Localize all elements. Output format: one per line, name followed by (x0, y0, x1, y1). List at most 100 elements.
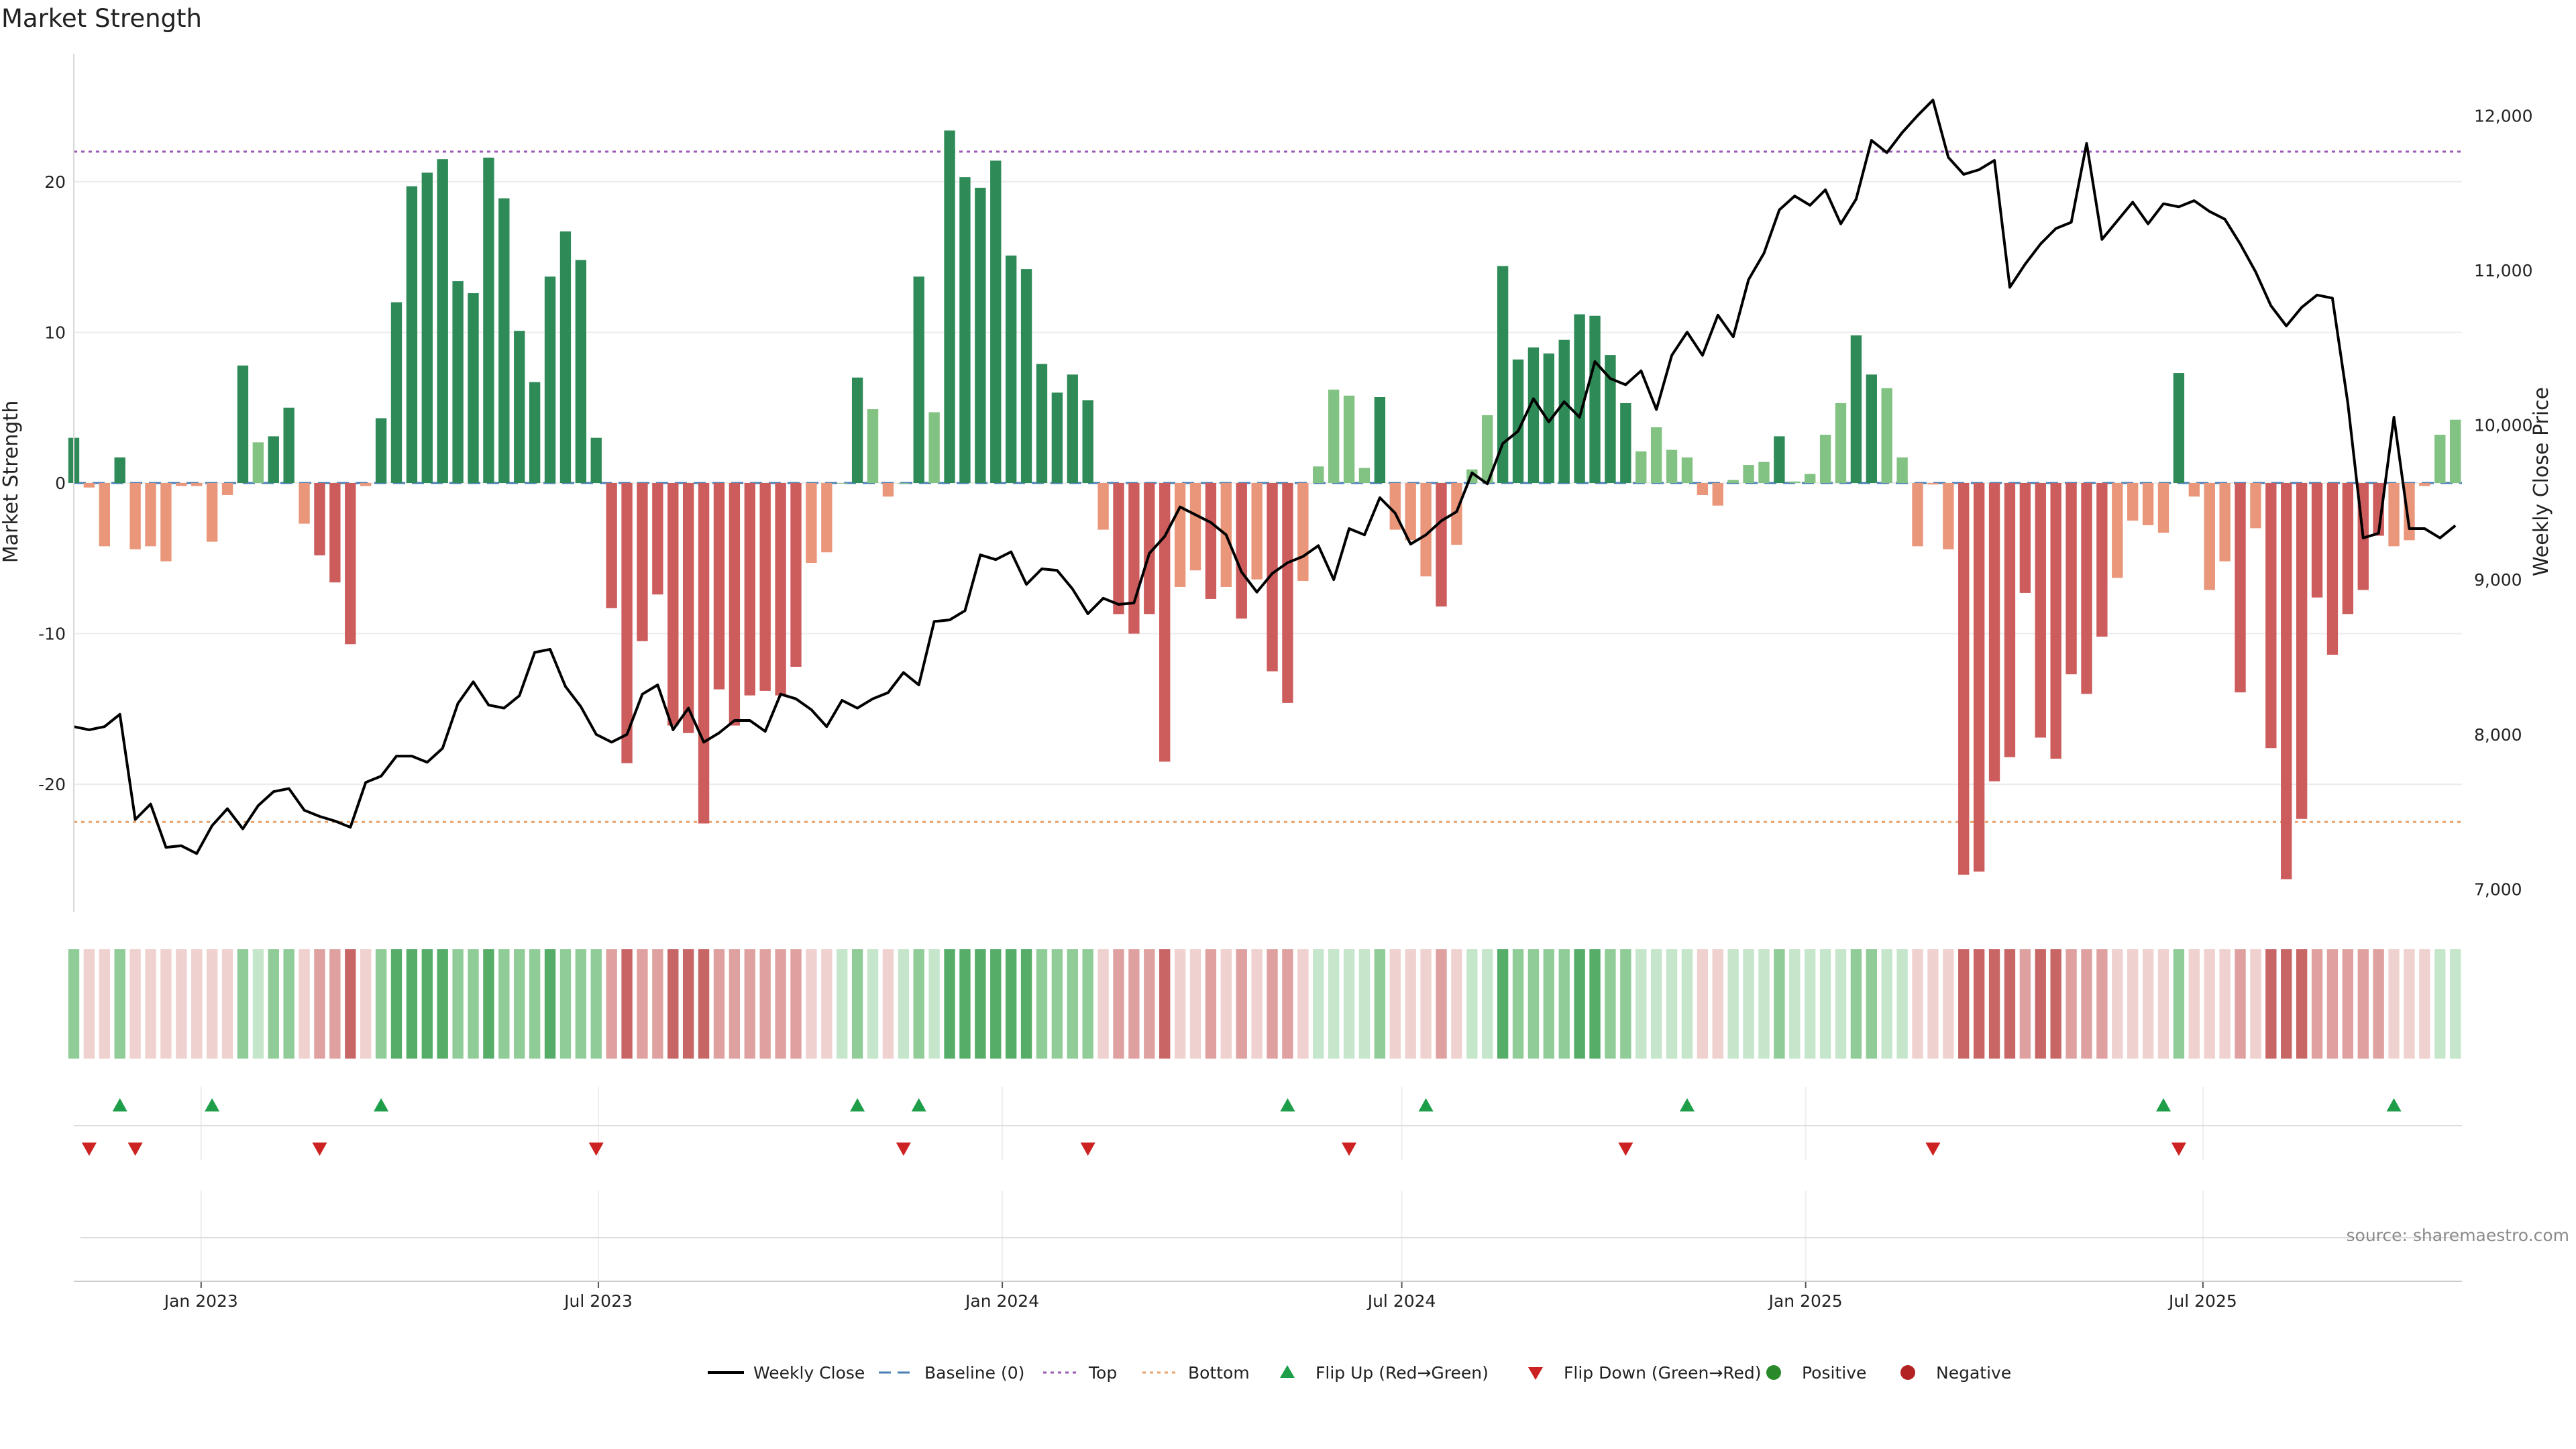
heat-cell (2373, 949, 2384, 1059)
heat-cell (1650, 949, 1662, 1059)
heat-cell (1774, 949, 1785, 1059)
strength-bar (1436, 483, 1447, 607)
strength-bar (299, 483, 310, 524)
chart-title: Market Strength (1, 4, 202, 33)
strength-bar (83, 483, 95, 488)
heat-cell (160, 949, 172, 1059)
legend-label: Positive (1802, 1363, 1866, 1383)
legend-item: Top (1043, 1363, 1117, 1383)
x-axis: Jan 2023 Jul 2023 Jan 2024 Jul 2024 Jan 2025… (74, 1281, 2462, 1311)
strength-bar (2050, 483, 2061, 759)
x-tick-label: Jan 2025 (1768, 1291, 1843, 1311)
strength-bars (68, 130, 2461, 879)
heat-cell (299, 949, 310, 1059)
heat-cell (944, 949, 955, 1059)
heat-cell (483, 949, 494, 1059)
y-tick-label: -20 (38, 775, 66, 794)
strength-bar (1343, 395, 1355, 483)
strength-bar (851, 377, 863, 483)
strength-bar (790, 483, 802, 667)
strength-bar (667, 483, 679, 726)
flip-up-marker (205, 1098, 220, 1112)
heat-cell (1097, 949, 1109, 1059)
strength-bar (1374, 397, 1386, 483)
heat-cell (2357, 949, 2369, 1059)
strength-bar (713, 483, 725, 690)
heat-cell (2204, 949, 2215, 1059)
heat-cell (1758, 949, 1770, 1059)
heat-cell (1189, 949, 1201, 1059)
legend-item: Bottom (1142, 1363, 1250, 1383)
heat-cell (1436, 949, 1447, 1059)
heat-cell (729, 949, 741, 1059)
heat-cell (1574, 949, 1585, 1059)
strength-bar (928, 412, 940, 483)
heat-cell (759, 949, 771, 1059)
strength-bar (1866, 374, 1877, 483)
legend-swatch-negative (1900, 1365, 1915, 1380)
strength-bar (744, 483, 755, 696)
strength-bar (2173, 373, 2185, 483)
heat-cell (959, 949, 971, 1059)
strength-bar (1082, 400, 1093, 483)
heat-cell (283, 949, 294, 1059)
heat-cell (314, 949, 325, 1059)
legend-label: Negative (1936, 1363, 2011, 1383)
strength-bar (2204, 483, 2215, 590)
heat-cell (1144, 949, 1155, 1059)
strength-bar (2219, 483, 2231, 561)
heat-cell (637, 949, 648, 1059)
heat-cell (529, 949, 541, 1059)
strength-bar (590, 437, 602, 483)
strength-bar (1128, 483, 1140, 634)
strength-bar (390, 302, 402, 483)
heat-cell (1835, 949, 1847, 1059)
heat-cell (575, 949, 587, 1059)
heat-cell (1789, 949, 1801, 1059)
heat-cell (129, 949, 141, 1059)
strength-bar (2081, 483, 2092, 694)
strength-bar (2004, 483, 2016, 757)
y2-tick-label: 8,000 (2474, 725, 2522, 745)
strength-heat-strip (68, 949, 2461, 1059)
strength-bar (2157, 483, 2169, 533)
heat-cell (1282, 949, 1293, 1059)
strength-bar (1236, 483, 1247, 619)
strength-bar (1251, 483, 1263, 580)
heat-cell (590, 949, 602, 1059)
heat-cell (1666, 949, 1678, 1059)
strength-bar (959, 177, 971, 483)
strength-bar (2404, 483, 2415, 541)
strength-bar (1328, 389, 1340, 483)
y2-tick-label: 10,000 (2474, 416, 2532, 435)
strength-bar (1589, 315, 1601, 483)
heat-cell (1912, 949, 1923, 1059)
strength-bar (1297, 483, 1309, 581)
strength-bar (252, 442, 264, 483)
flip-markers (74, 1098, 2462, 1156)
legend-item: Flip Up (Red→Green) (1280, 1363, 1489, 1383)
weekly-close-series (73, 99, 2457, 855)
heat-cell (1005, 949, 1017, 1059)
heat-cell (1328, 949, 1340, 1059)
strength-bar (145, 483, 156, 547)
strength-bar (1973, 483, 1985, 872)
heat-cell (1973, 949, 1985, 1059)
heat-cell (1159, 949, 1171, 1059)
strength-bar (283, 407, 294, 483)
strength-bar (1527, 347, 1540, 483)
heat-cell (99, 949, 110, 1059)
strength-bar (2388, 483, 2400, 547)
heat-cell (1589, 949, 1601, 1059)
heat-cell (1343, 949, 1355, 1059)
heat-cell (2127, 949, 2139, 1059)
strength-bar (345, 483, 356, 645)
heat-cell (1635, 949, 1647, 1059)
heat-cell (1420, 949, 1432, 1059)
heat-cell (1236, 949, 1247, 1059)
heat-cell (2250, 949, 2261, 1059)
strength-bar (1881, 388, 1892, 483)
strength-bar (975, 187, 986, 483)
strength-bar (468, 293, 479, 483)
strength-bar (1159, 483, 1171, 762)
